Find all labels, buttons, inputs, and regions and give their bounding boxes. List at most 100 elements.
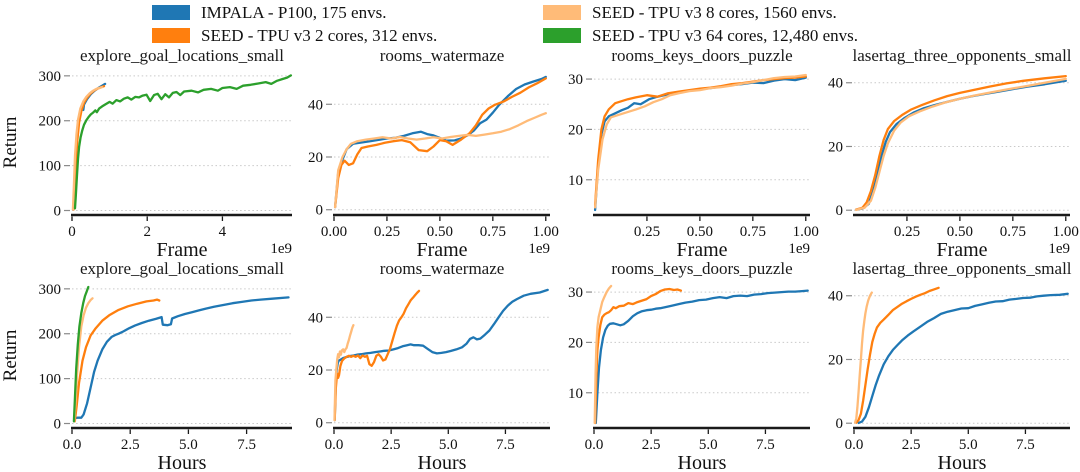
x-tick-label: 1.00	[1053, 224, 1079, 240]
chart-title: lasertag_three_opponents_small	[852, 259, 1071, 278]
chart-canvas: 10 20 30 0.25 0.50 0.75 1.00 rooms_keys_doors_p…	[568, 46, 819, 259]
series-line-seed2	[593, 75, 807, 207]
chart-rooms-watermaze-hours: 0 20 40 0.0 2.5 5.0 7.5 rooms_watermaze Hours	[300, 259, 560, 472]
legend-swatch-seed-2-cores	[152, 28, 190, 43]
chart-title: lasertag_three_opponents_small	[852, 46, 1071, 65]
y-tick-label: 20	[568, 335, 583, 351]
chart-title: explore_goal_locations_small	[80, 46, 284, 65]
series-line-seed64	[73, 74, 293, 210]
x-tick-label: 0.0	[325, 437, 344, 453]
x-tick-label: 0.50	[687, 224, 713, 240]
series-line-seed8	[593, 73, 807, 209]
x-tick-label: 0.75	[740, 224, 766, 240]
y-tick-label: 10	[568, 173, 583, 189]
chart-lasertag-three-opponents-small-hours: 0 20 40 0.0 2.5 5.0 7.5 lasertag_three_opponent…	[820, 259, 1080, 472]
series-line-seed8	[593, 284, 613, 425]
chart-rooms-keys-doors-puzzle-hours: 10 20 30 0.0 2.5 5.0 7.5 rooms_keys_doors_puzzl…	[560, 259, 820, 472]
series-line-impala	[73, 296, 290, 420]
x-axis-offset-label: 1e9	[1048, 241, 1070, 257]
x-tick-label: 0.0	[845, 437, 864, 453]
legend-label-seed-2-cores: SEED - TPU v3 2 cores, 312 envs.	[201, 26, 438, 45]
y-tick-label: 0	[316, 203, 324, 219]
chart-canvas: 0 100 200 300 0.0 2.5 5.0 7.5 explore_goal_locat…	[0, 259, 292, 472]
x-tick-label: 2.5	[902, 437, 921, 453]
legend-label-impala: IMPALA - P100, 175 envs.	[201, 3, 387, 22]
y-axis-label: Return	[0, 329, 21, 381]
x-axis-label: Frame	[156, 239, 207, 259]
y-tick-label: 40	[828, 76, 843, 92]
x-tick-label: 2.5	[382, 437, 401, 453]
chart-canvas: 10 20 30 0.0 2.5 5.0 7.5 rooms_keys_doors_puzzl…	[568, 259, 810, 472]
x-tick-label: 2.5	[642, 437, 661, 453]
x-axis-label: Hours	[938, 452, 987, 472]
chart-explore-goal-locations-small-frames: 0 100 200 300 0 2 4 explore_goal_locations_smal…	[0, 46, 300, 259]
y-tick-label: 200	[39, 114, 62, 130]
series-line-seed64	[72, 285, 90, 423]
y-tick-label: 30	[568, 72, 583, 88]
x-axis-offset-label: 1e9	[270, 241, 292, 257]
y-tick-label: 40	[828, 289, 843, 305]
x-tick-label: 0.75	[1000, 224, 1026, 240]
x-tick-label: 0.00	[321, 224, 347, 240]
chart-title: explore_goal_locations_small	[80, 259, 284, 278]
legend-item-seed-64-cores: SEED - TPU v3 64 cores, 12,480 envs.	[543, 27, 858, 44]
x-tick-label: 7.5	[756, 437, 775, 453]
chart-row-frames: 0 100 200 300 0 2 4 explore_goal_locations_smal…	[0, 46, 1080, 259]
chart-rooms-keys-doors-puzzle-frames: 10 20 30 0.25 0.50 0.75 1.00 rooms_keys_doors_p…	[560, 46, 820, 259]
x-axis-label: Hours	[418, 452, 467, 472]
y-tick-label: 0	[54, 204, 62, 220]
x-tick-label: 7.5	[496, 437, 515, 453]
y-tick-label: 20	[308, 363, 323, 379]
x-tick-label: 1.00	[793, 224, 819, 240]
chart-title: rooms_watermaze	[380, 259, 505, 278]
series-line-seed2	[73, 298, 161, 423]
chart-canvas: 0 20 40 0.0 2.5 5.0 7.5 rooms_watermaze Hours	[308, 259, 550, 472]
y-tick-label: 40	[308, 310, 323, 326]
chart-lasertag-three-opponents-small-frames: 0 20 40 0.25 0.50 0.75 1.00 lasertag_three_oppo…	[820, 46, 1080, 259]
series-line-seed2	[854, 74, 1067, 211]
x-axis-label: Hours	[158, 452, 207, 472]
x-axis-offset-label: 1e9	[528, 241, 550, 257]
x-axis-label: Hours	[678, 452, 727, 472]
series-line-seed8	[853, 291, 873, 424]
series-line-seed2	[333, 289, 421, 422]
y-tick-label: 0	[316, 416, 324, 432]
x-tick-label: 0.50	[947, 224, 973, 240]
x-tick-label: 2	[143, 224, 151, 240]
chart-title: rooms_keys_doors_puzzle	[611, 259, 792, 278]
x-tick-label: 5.0	[439, 437, 458, 453]
legend-swatch-impala	[152, 5, 190, 20]
y-tick-label: 100	[39, 372, 62, 388]
x-tick-label: 4	[219, 224, 227, 240]
legend-item-seed-8-cores: SEED - TPU v3 8 cores, 1560 envs.	[543, 4, 837, 21]
chart-rooms-watermaze-frames: 0 20 40 0.00 0.25 0.50 0.75 1.00 rooms_watermaze…	[300, 46, 560, 259]
y-tick-label: 0	[836, 203, 844, 219]
x-tick-label: 0.25	[634, 224, 660, 240]
y-tick-label: 20	[828, 139, 843, 155]
x-tick-label: 7.5	[1016, 437, 1035, 453]
y-tick-label: 40	[308, 97, 323, 113]
x-tick-label: 2.5	[121, 437, 140, 453]
y-tick-label: 300	[39, 69, 62, 85]
y-tick-label: 20	[828, 352, 843, 368]
x-tick-label: 0.75	[480, 224, 506, 240]
x-axis-label: Frame	[416, 239, 467, 259]
x-tick-label: 0.25	[894, 224, 920, 240]
y-tick-label: 10	[568, 386, 583, 402]
legend-item-seed-2-cores: SEED - TPU v3 2 cores, 312 envs.	[152, 27, 437, 44]
x-tick-label: 0.0	[585, 437, 604, 453]
series-line-impala	[593, 76, 807, 212]
x-tick-label: 5.0	[179, 437, 198, 453]
y-tick-label: 30	[568, 285, 583, 301]
series-line-seed2	[855, 286, 940, 424]
series-line-impala	[857, 292, 1069, 425]
chart-title: rooms_keys_doors_puzzle	[611, 46, 792, 65]
chart-row-hours: 0 100 200 300 0.0 2.5 5.0 7.5 explore_goal_locat…	[0, 259, 1080, 472]
x-tick-label: 0.0	[63, 437, 82, 453]
chart-canvas: 0 20 40 0.25 0.50 0.75 1.00 lasertag_three_oppo…	[828, 46, 1079, 259]
x-tick-label: 5.0	[959, 437, 978, 453]
series-line-seed2	[593, 287, 683, 425]
chart-grid: 0 100 200 300 0 2 4 explore_goal_locations_smal…	[0, 46, 1080, 472]
legend-label-seed-64-cores: SEED - TPU v3 64 cores, 12,480 envs.	[592, 26, 858, 45]
